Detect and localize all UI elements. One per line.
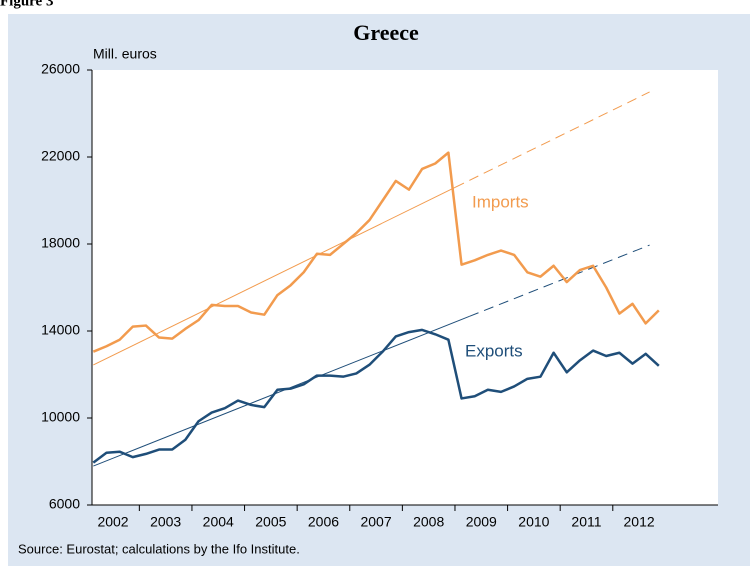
x-tick-label: 2007 — [360, 514, 391, 530]
x-tick-label: 2006 — [308, 514, 339, 530]
trend-line — [93, 187, 456, 366]
x-tick-label: 2004 — [203, 514, 234, 530]
y-axis-label: Mill. euros — [93, 46, 157, 62]
y-tick-label: 10000 — [41, 409, 80, 425]
series-line — [92, 151, 660, 353]
x-tick-label: 2010 — [518, 514, 549, 530]
x-tick-label: 2005 — [255, 514, 286, 530]
series-line — [92, 328, 660, 464]
y-tick-label: 22000 — [41, 148, 80, 164]
trend-line — [454, 91, 650, 188]
source-note: Source: Eurostat; calculations by the If… — [18, 541, 300, 556]
x-tick-label: 2008 — [413, 514, 444, 530]
trend-line — [468, 244, 650, 317]
y-tick-label: 26000 — [41, 61, 80, 77]
plot-area — [92, 70, 718, 505]
x-tick-label: 2003 — [150, 514, 181, 530]
x-tick-label: 2009 — [466, 514, 497, 530]
series-label: Imports — [472, 192, 529, 211]
figure-label: Figure 3 — [0, 0, 53, 9]
x-tick-label: 2011 — [571, 514, 601, 530]
chart-title: Greece — [353, 20, 419, 45]
x-tick-label: 2002 — [97, 514, 128, 530]
y-tick-label: 18000 — [41, 235, 80, 251]
x-tick-label: 2012 — [624, 514, 655, 530]
trend-line — [93, 315, 470, 467]
series-label: Exports — [465, 341, 523, 360]
y-tick-label: 14000 — [41, 322, 80, 338]
y-tick-label: 6000 — [49, 496, 80, 512]
